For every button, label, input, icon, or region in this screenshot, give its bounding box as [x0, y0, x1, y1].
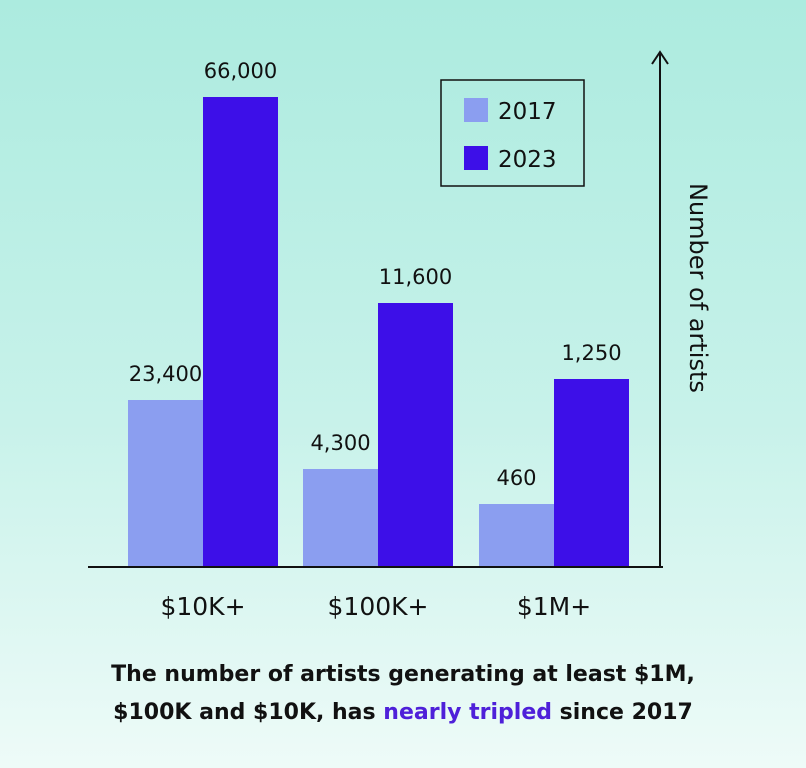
legend-swatch-2017 [464, 98, 488, 122]
bar-value-label-2023-10k: 66,000 [204, 59, 277, 83]
bar-value-label-2017-100k: 4,300 [310, 431, 370, 455]
bar-value-label-2023-100k: 11,600 [379, 265, 452, 289]
category-label-10k: $10K+ [160, 592, 245, 621]
caption-line-2-suffix: since 2017 [559, 700, 693, 725]
bar-2017-100k [303, 469, 378, 567]
bar-2017-10k [128, 400, 203, 567]
legend-swatch-2023 [464, 146, 488, 170]
chart-caption: The number of artists generating at leas… [0, 656, 806, 732]
legend: 2017 2023 [440, 79, 585, 187]
caption-line-2: $100K and $10K, has nearly tripled since… [0, 694, 806, 732]
caption-line-1: The number of artists generating at leas… [111, 662, 695, 687]
bar-2023-100k [378, 303, 453, 567]
bar-2017-1m [479, 504, 554, 567]
category-label-1m: $1M+ [517, 592, 591, 621]
y-axis-arrow-icon [651, 50, 669, 65]
bar-value-label-2017-1m: 460 [496, 466, 536, 490]
caption-line-2-prefix: $100K and $10K, has [113, 700, 376, 725]
category-label-100k: $100K+ [328, 592, 429, 621]
bar-value-label-2017-10k: 23,400 [129, 362, 202, 386]
caption-highlight: nearly tripled [383, 700, 552, 725]
legend-label-2023: 2023 [498, 147, 557, 173]
bar-2023-10k [203, 97, 278, 567]
legend-box [440, 79, 585, 187]
y-axis-title: Number of artists [684, 183, 712, 393]
legend-label-2017: 2017 [498, 99, 557, 125]
bar-chart: 23,400 66,000 4,300 11,600 460 1,250 Num… [88, 50, 712, 621]
bar-2023-1m [554, 379, 629, 567]
bar-value-label-2023-1m: 1,250 [561, 341, 621, 365]
